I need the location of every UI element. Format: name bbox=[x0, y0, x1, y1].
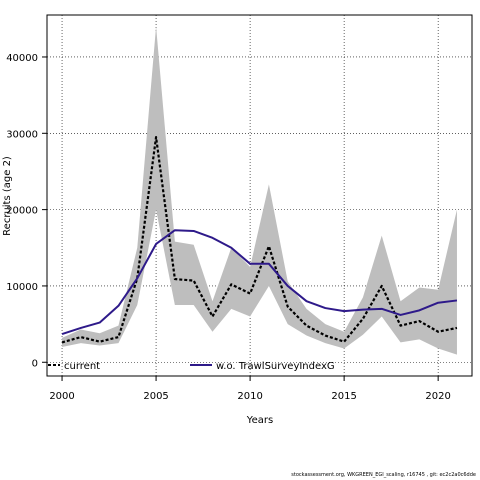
plot-frame bbox=[46, 14, 473, 377]
series-line-wo-trawl bbox=[61, 229, 458, 335]
x-tick-label: 2000 bbox=[49, 391, 74, 402]
confidence-band bbox=[62, 26, 457, 355]
x-axis: 2000 2005 2010 2015 2020 bbox=[49, 376, 451, 402]
y-tick-label: 0 bbox=[32, 358, 38, 369]
x-tick-label: 2020 bbox=[425, 391, 450, 402]
y-tick-label: 30000 bbox=[6, 129, 38, 140]
y-axis-title: Recruits (age 2) bbox=[2, 156, 13, 236]
x-tick-label: 2010 bbox=[237, 391, 262, 402]
x-tick-label: 2005 bbox=[143, 391, 168, 402]
legend: current w.o. TrawlSurveyIndexG bbox=[48, 361, 335, 372]
x-tick-label: 2015 bbox=[331, 391, 356, 402]
y-tick-label: 10000 bbox=[6, 282, 38, 293]
legend-label-wo-trawl: w.o. TrawlSurveyIndexG bbox=[216, 361, 335, 372]
x-axis-title: Years bbox=[246, 415, 273, 426]
legend-label-current: current bbox=[64, 361, 100, 372]
y-tick-label: 40000 bbox=[6, 53, 38, 64]
footer-note: stockassessment.org, WKGREEN_EGI_scaling… bbox=[291, 472, 476, 478]
y-axis: 0 10000 20000 30000 40000 bbox=[6, 53, 47, 369]
y-tick-label: 20000 bbox=[6, 206, 38, 217]
series-layer bbox=[61, 136, 458, 344]
